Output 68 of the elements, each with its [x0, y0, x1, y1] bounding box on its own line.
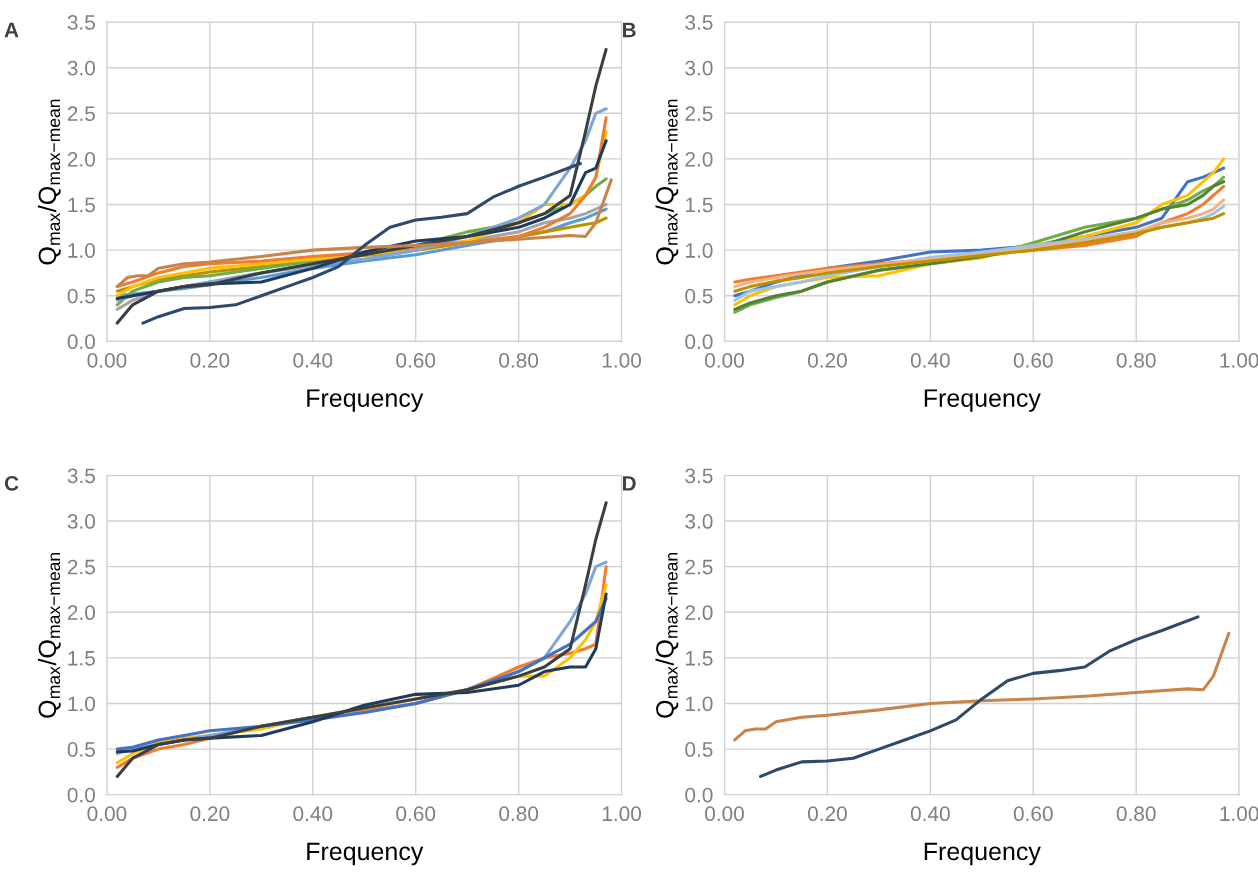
- x-tick-label: 0.20: [190, 353, 230, 368]
- x-axis-title: Frequency: [924, 389, 1041, 412]
- x-axis-title: Frequency: [307, 389, 424, 412]
- y-tick-label: 0.5: [685, 742, 713, 757]
- chart-title: D: [622, 476, 636, 491]
- y-tick-label: 1.5: [686, 197, 713, 213]
- x-tick-label: 0.60: [1013, 806, 1053, 822]
- chart-title: B: [622, 22, 636, 38]
- y-tick-label: 3.5: [685, 468, 713, 484]
- y-tick-label: 2.0: [685, 151, 713, 167]
- y-tick-label: 2.5: [67, 106, 95, 122]
- x-tick-label: 0.40: [293, 806, 333, 822]
- x-tick-label: 1.00: [1220, 806, 1258, 822]
- x-tick-label: 1.00: [602, 353, 642, 368]
- chart-title: A: [4, 22, 19, 38]
- x-tick-label: 0.40: [910, 806, 950, 822]
- x-tick-label: 0.00: [87, 806, 127, 822]
- x-tick-label: 0.00: [87, 353, 127, 368]
- x-tick-label: 1.00: [602, 806, 642, 822]
- x-tick-label: 1.00: [1220, 353, 1258, 368]
- y-tick-label: 3.0: [685, 60, 713, 76]
- y-tick-label: 2.5: [67, 559, 95, 575]
- y-tick-label: 0.5: [685, 288, 713, 304]
- y-tick-label: 0.0: [67, 787, 96, 803]
- x-tick-label: 0.20: [807, 806, 847, 822]
- y-tick-label: 2.0: [685, 605, 713, 621]
- y-tick-label: 0.5: [67, 742, 95, 757]
- y-axis-title: Q$_{max}$/Q$_{max−mean}$: [37, 553, 61, 718]
- y-tick-label: 2.5: [685, 559, 713, 575]
- x-tick-label: 0.80: [1116, 806, 1156, 822]
- y-tick-label: 1.5: [68, 651, 95, 666]
- x-axis-title: Frequency: [307, 842, 424, 866]
- x-tick-label: 0.80: [1116, 353, 1156, 368]
- x-tick-label: 0.80: [499, 353, 539, 368]
- y-axis-title: Q$_{max}$/Q$_{max−mean}$: [655, 99, 679, 265]
- y-tick-label: 1.0: [68, 696, 96, 712]
- y-tick-label: 3.0: [685, 514, 713, 529]
- y-tick-label: 0.0: [67, 334, 96, 350]
- y-tick-label: 2.0: [67, 605, 96, 621]
- y-tick-label: 2.5: [685, 106, 713, 122]
- y-tick-label: 3.5: [67, 15, 95, 30]
- chart-title: C: [4, 475, 19, 491]
- y-tick-label: 1.0: [686, 243, 713, 258]
- y-axis-title: Q$_{max}$/Q$_{max−mean}$: [655, 553, 679, 718]
- y-tick-label: 3.5: [685, 15, 713, 30]
- y-tick-label: 0.5: [67, 288, 95, 304]
- x-tick-label: 0.00: [705, 806, 744, 822]
- y-tick-label: 0.0: [685, 334, 713, 350]
- x-tick-label: 0.80: [499, 806, 539, 822]
- y-tick-label: 3.0: [67, 60, 96, 76]
- y-tick-label: 3.5: [67, 468, 95, 484]
- x-tick-label: 0.60: [396, 353, 436, 368]
- x-tick-label: 0.00: [705, 353, 744, 368]
- y-tick-label: 2.0: [67, 151, 96, 167]
- x-axis-title: Frequency: [924, 842, 1041, 866]
- y-tick-label: 1.5: [686, 651, 713, 666]
- x-tick-label: 0.60: [396, 806, 436, 822]
- y-tick-label: 0.0: [685, 787, 713, 803]
- y-tick-label: 1.0: [68, 243, 96, 258]
- x-tick-label: 0.40: [910, 353, 950, 368]
- y-axis-title: Q$_{max}$/Q$_{max−mean}$: [37, 99, 61, 265]
- x-tick-label: 0.40: [293, 353, 333, 368]
- y-tick-label: 1.5: [68, 197, 95, 213]
- x-tick-label: 0.20: [190, 806, 230, 822]
- x-tick-label: 0.60: [1013, 353, 1053, 368]
- x-tick-label: 0.20: [807, 353, 847, 368]
- y-tick-label: 1.0: [686, 696, 713, 712]
- y-tick-label: 3.0: [67, 514, 96, 529]
